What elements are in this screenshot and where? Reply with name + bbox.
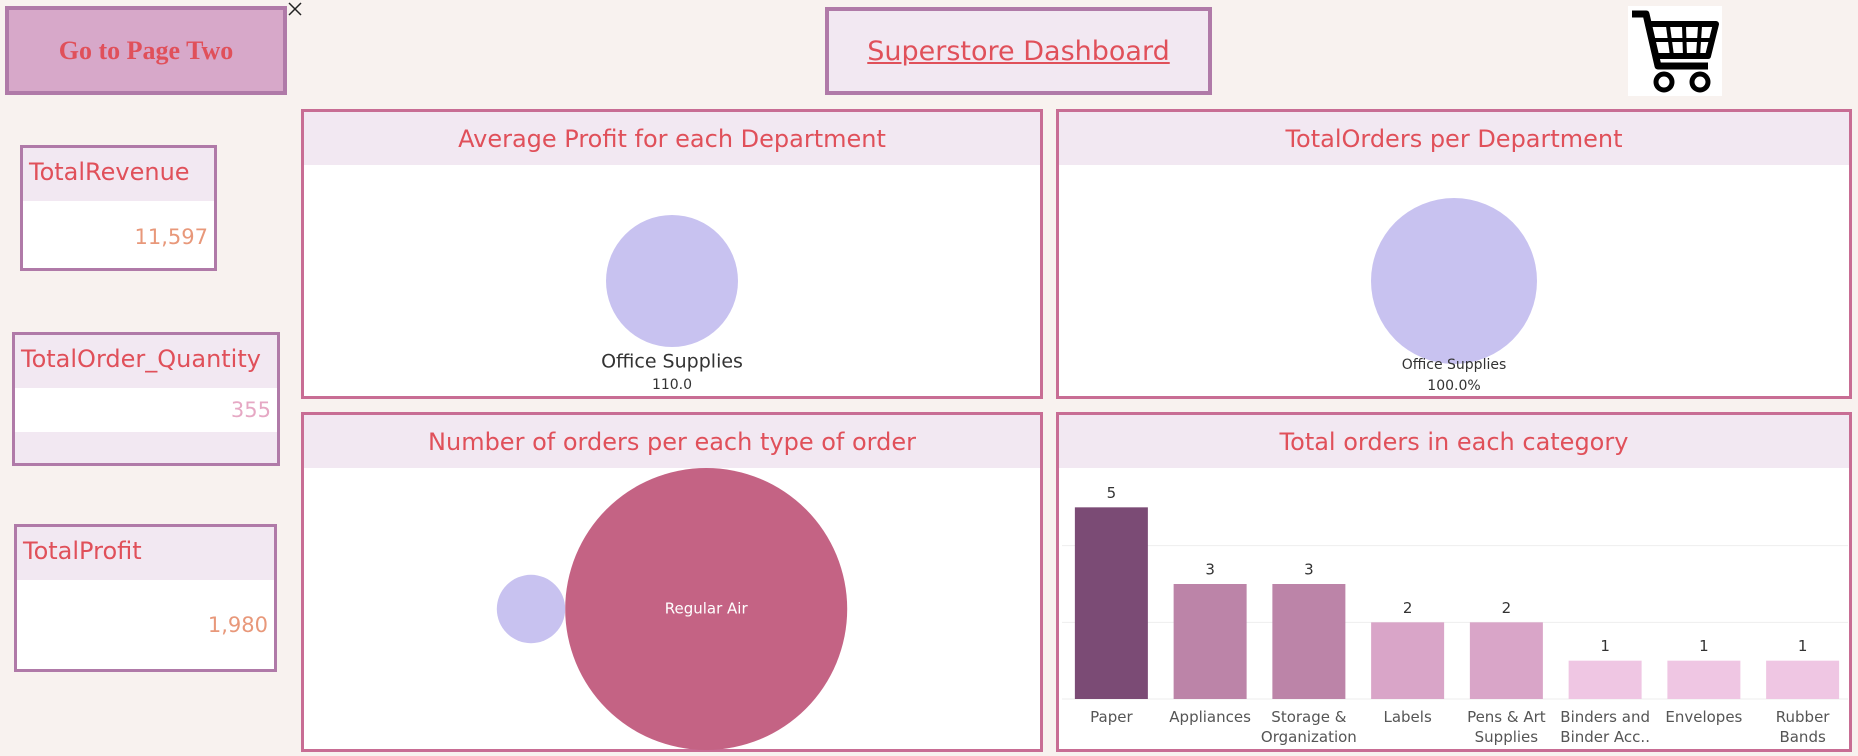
bubble [496, 574, 566, 644]
kpi-card: TotalOrder_Quantity 355 [12, 332, 280, 466]
bar [1371, 622, 1445, 699]
value-label: 2 [1403, 599, 1413, 617]
x-tick-label: Envelopes [1665, 708, 1743, 726]
kpi-card: TotalRevenue 11,597 [20, 145, 217, 271]
value-label: 110.0 [652, 377, 692, 393]
value-label: 100.0% [1427, 378, 1480, 394]
bar [1272, 584, 1346, 699]
kpi-value: 1,980 [207, 613, 268, 637]
chart-title: Average Profit for each Department [304, 112, 1040, 165]
bubble-label: Office Supplies [1402, 357, 1507, 373]
bar [1667, 660, 1741, 699]
close-icon[interactable] [286, 0, 304, 18]
x-tick-label: Paper [1090, 708, 1133, 726]
cart-icon [1628, 6, 1722, 96]
bar [1173, 584, 1247, 699]
kpi-label: TotalOrder_Quantity [15, 335, 277, 388]
value-label: 1 [1699, 637, 1709, 655]
bubble [565, 468, 848, 750]
chart-title: TotalOrders per Department [1059, 112, 1849, 165]
value-label: 1 [1798, 637, 1808, 655]
x-tick-label: Labels [1383, 708, 1432, 726]
value-label: 3 [1205, 561, 1215, 579]
value-label: 1 [1600, 637, 1610, 655]
x-tick-label: Pens & Art Supplies [1467, 708, 1546, 746]
x-tick-label: Rubber Bands [1775, 708, 1830, 746]
value-label: 2 [1502, 599, 1512, 617]
x-tick-label: Binders and Binder Acc.. [1560, 708, 1650, 746]
kpi-card: TotalProfit 1,980 [14, 524, 277, 672]
bar [1074, 507, 1148, 699]
bar [1469, 622, 1543, 699]
bubble-label: Office Supplies [601, 351, 743, 373]
x-tick-label: Storage & Organization [1260, 708, 1357, 746]
kpi-value: 355 [230, 398, 271, 422]
value-label: 3 [1304, 561, 1314, 579]
kpi-value: 11,597 [134, 225, 208, 249]
kpi-label: TotalRevenue [23, 148, 214, 201]
page-two-button[interactable]: Go to Page Two [5, 6, 287, 95]
bubble [606, 215, 738, 347]
chart-title: Total orders in each category [1059, 415, 1849, 468]
bubble [1371, 198, 1537, 364]
bubble-label: Regular Air [665, 600, 749, 618]
bar [1568, 660, 1642, 699]
chart-title: Number of orders per each type of order [304, 415, 1040, 468]
dashboard-title: Superstore Dashboard [825, 7, 1212, 95]
bar [1766, 660, 1840, 699]
x-tick-label: Appliances [1169, 708, 1251, 726]
kpi-label: TotalProfit [17, 527, 274, 580]
value-label: 5 [1107, 484, 1117, 502]
